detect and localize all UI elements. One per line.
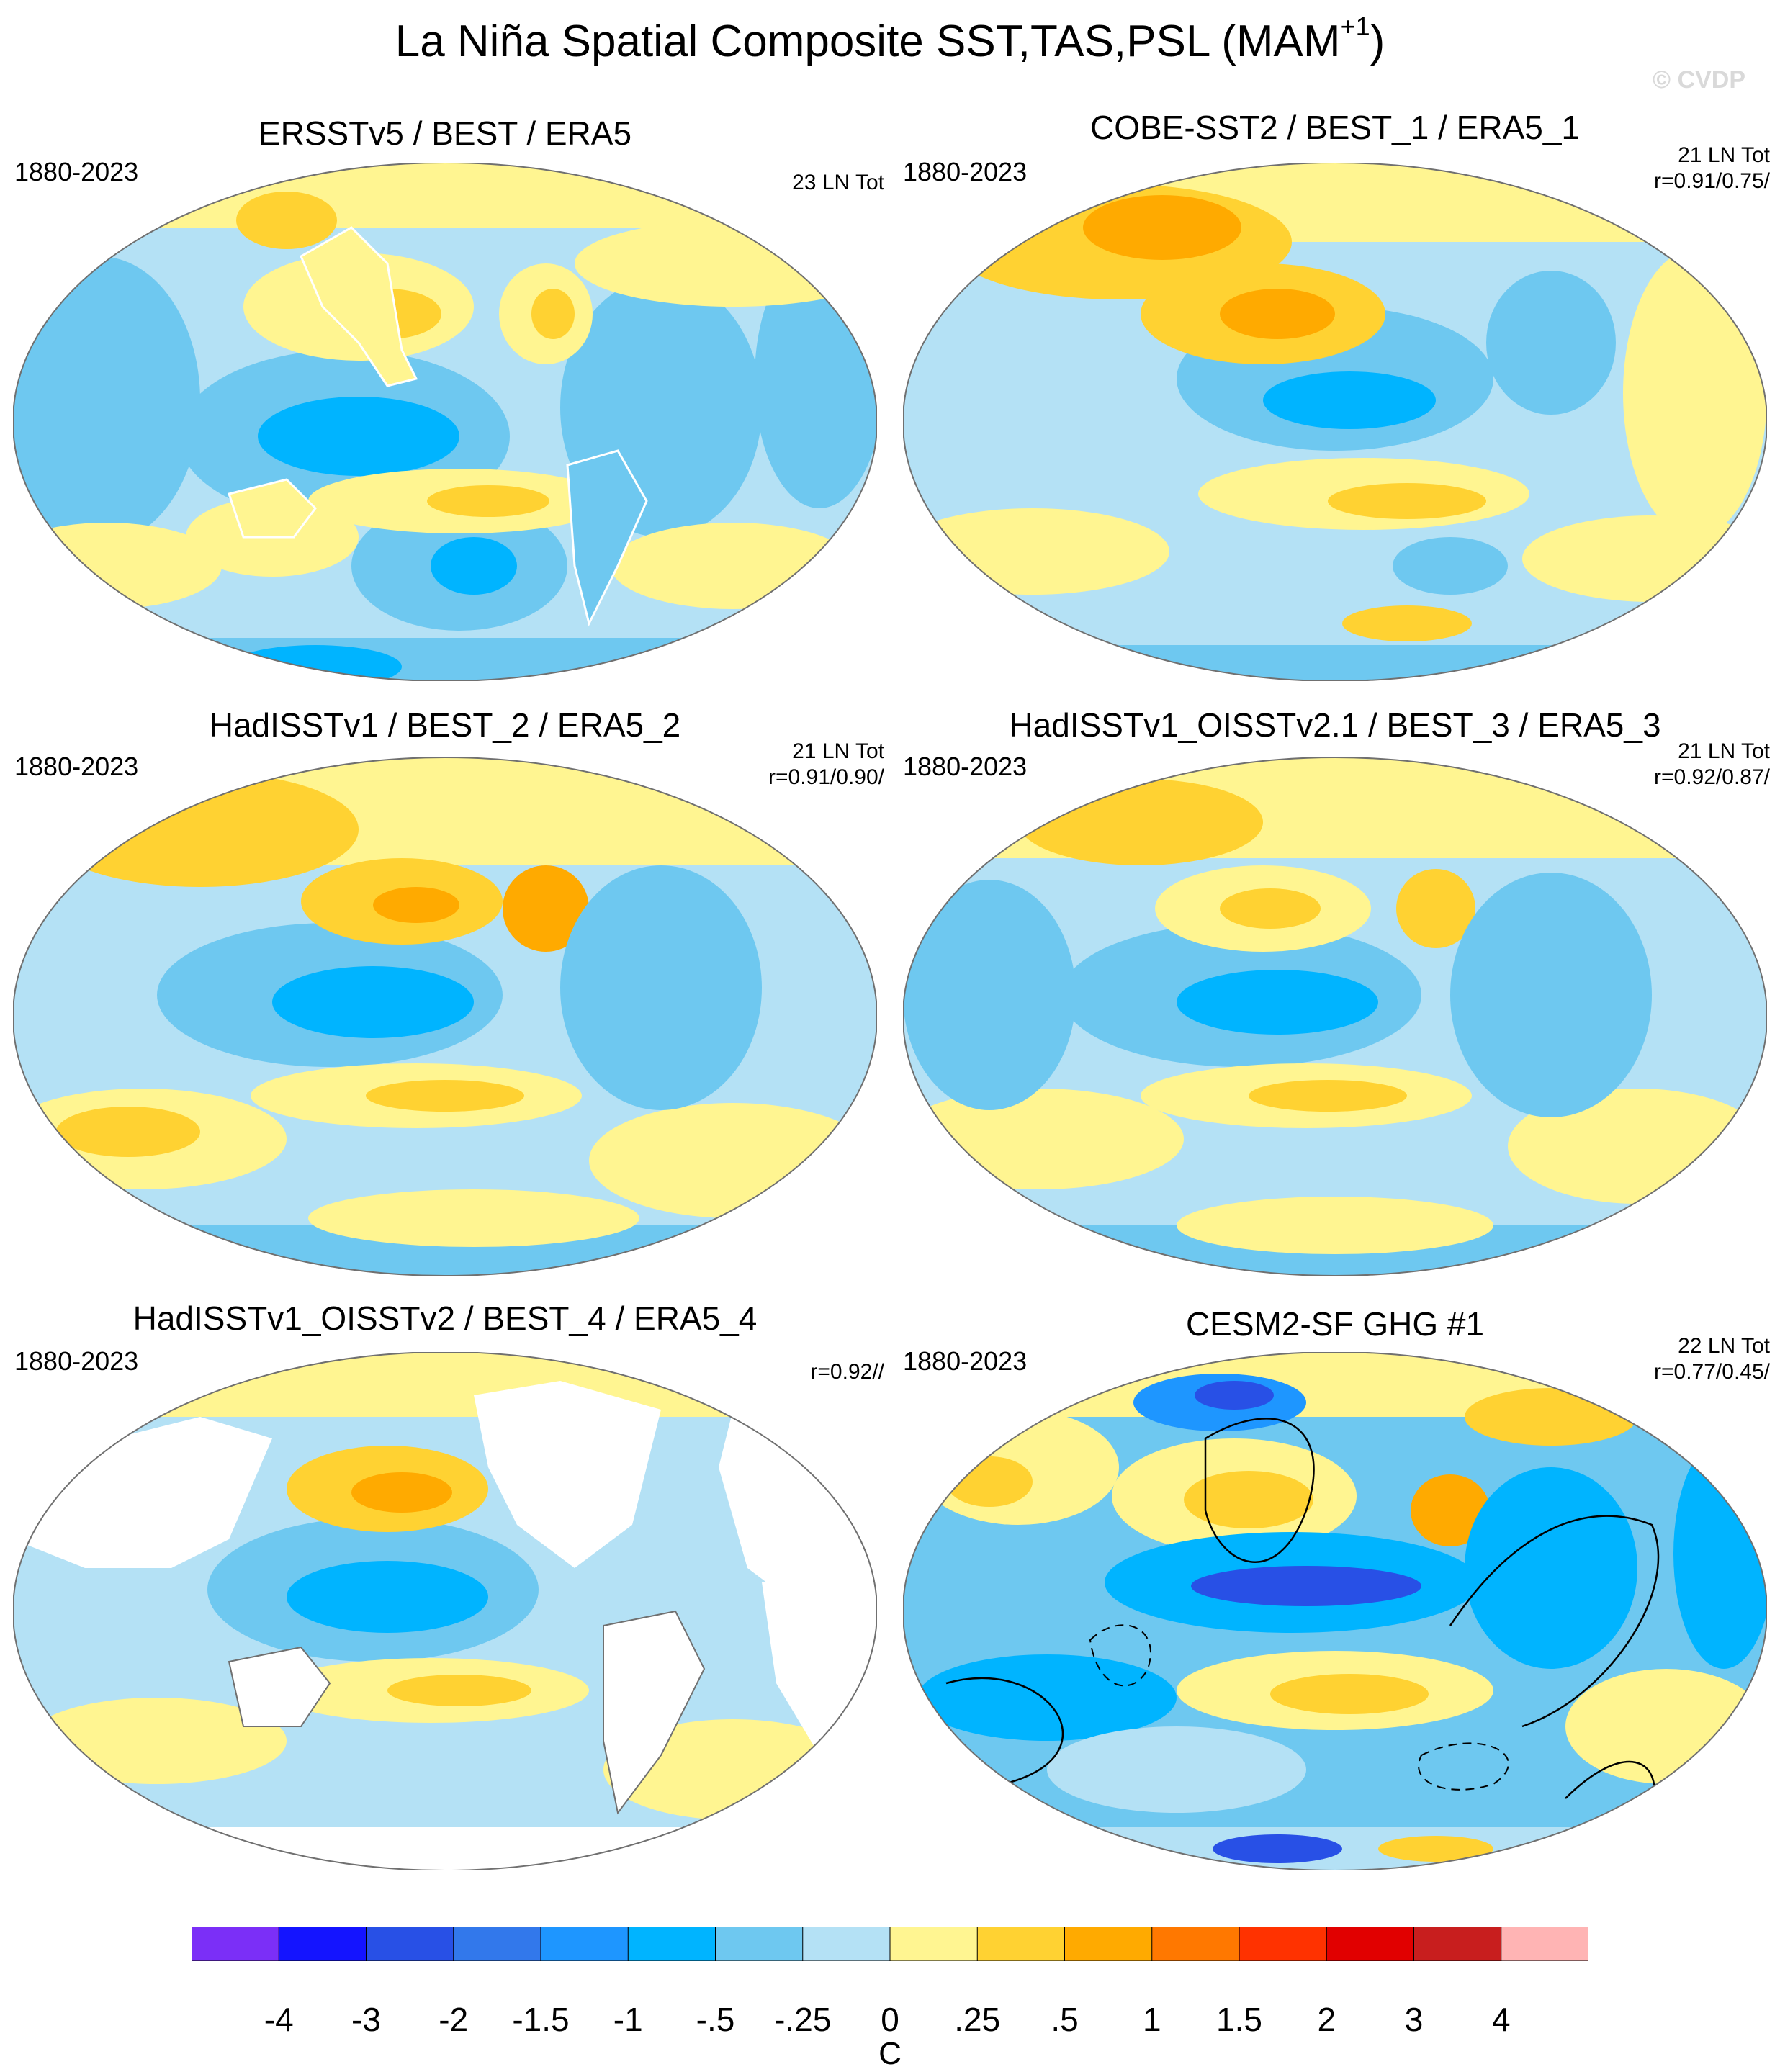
colorbar-swatch — [366, 1927, 454, 1961]
colorbar-tick-label: 0 — [881, 2001, 899, 2038]
colorbar-swatch — [453, 1927, 541, 1961]
map-panel-2 — [903, 163, 1767, 681]
panel-5-years: 1880-2023 — [14, 1346, 139, 1376]
colorbar-swatch — [1151, 1927, 1240, 1961]
colorbar-swatch — [1326, 1927, 1415, 1961]
map-panel-1 — [13, 163, 877, 681]
colorbar — [192, 1927, 1588, 1961]
colorbar-units: C — [878, 2036, 902, 2071]
colorbar-tick-label: 3 — [1404, 2001, 1424, 2038]
panel-1-years: 1880-2023 — [14, 157, 139, 186]
colorbar-tick-label: .5 — [1051, 2001, 1079, 2038]
colorbar-swatch — [715, 1927, 804, 1961]
panel-4-title: HadISSTv1_OISSTv2.1 / BEST_3 / ERA5_3 — [1009, 706, 1661, 744]
panel-4-years: 1880-2023 — [903, 752, 1028, 781]
panel-1-title: ERSSTv5 / BEST / ERA5 — [258, 114, 632, 152]
panel-6-title: CESM2-SF GHG #1 — [1185, 1305, 1485, 1343]
colorbar-tick-label: -1.5 — [512, 2001, 570, 2038]
panel-3-stats: 21 LN Tot r=0.91/0.90/ — [768, 739, 884, 789]
panel-2-years: 1880-2023 — [903, 157, 1028, 186]
cvdp-watermark: © CVDP — [1653, 66, 1745, 94]
panel-3-years: 1880-2023 — [14, 752, 139, 781]
figure-title: La Niña Spatial Composite SST,TAS,PSL (M… — [395, 12, 1385, 66]
panel-3-title: HadISSTv1 / BEST_2 / ERA5_2 — [209, 706, 681, 744]
map-panel-4 — [903, 757, 1767, 1276]
map-panel-6 — [903, 1352, 1767, 1870]
colorbar-swatch — [976, 1927, 1066, 1961]
colorbar-tick-label: 1 — [1142, 2001, 1161, 2038]
map-panel-3 — [13, 757, 877, 1276]
colorbar-swatch — [192, 1927, 280, 1961]
colorbar-tick-label: 4 — [1491, 2001, 1511, 2038]
colorbar-tick-label: -4 — [264, 2001, 294, 2038]
colorbar-tick-label: -.25 — [774, 2001, 832, 2038]
colorbar-tick-label: 1.5 — [1216, 2001, 1262, 2038]
colorbar-swatch — [627, 1927, 716, 1961]
colorbar-tick-label: -1 — [613, 2001, 643, 2038]
panel-5-title: HadISSTv1_OISSTv2 / BEST_4 / ERA5_4 — [132, 1299, 758, 1337]
panel-2-stats: 21 LN Tot r=0.91/0.75/ — [1654, 143, 1770, 193]
colorbar-swatch — [1413, 1927, 1502, 1961]
colorbar-tick-label: 2 — [1317, 2001, 1336, 2038]
panel-5-stats: r=0.92// — [810, 1360, 884, 1384]
colorbar-swatch — [1239, 1927, 1328, 1961]
colorbar-tick-label: .25 — [954, 2001, 1001, 2038]
colorbar-tick-label: -.5 — [696, 2001, 735, 2038]
colorbar-swatch — [1064, 1927, 1153, 1961]
colorbar-tick-label: -3 — [351, 2001, 381, 2038]
colorbar-swatch — [278, 1927, 367, 1961]
panel-4-stats: 21 LN Tot r=0.92/0.87/ — [1654, 739, 1770, 789]
map-panel-5 — [13, 1352, 877, 1870]
colorbar-swatch — [540, 1927, 629, 1961]
panel-1-stats: 23 LN Tot — [792, 171, 884, 194]
colorbar-swatch — [1501, 1927, 1588, 1961]
colorbar-swatch — [802, 1927, 891, 1961]
colorbar-swatch — [889, 1927, 979, 1961]
panel-6-stats: 22 LN Tot r=0.77/0.45/ — [1654, 1334, 1770, 1384]
panel-2-title: COBE-SST2 / BEST_1 / ERA5_1 — [1089, 109, 1581, 146]
panel-6-years: 1880-2023 — [903, 1346, 1028, 1376]
colorbar-tick-label: -2 — [439, 2001, 469, 2038]
